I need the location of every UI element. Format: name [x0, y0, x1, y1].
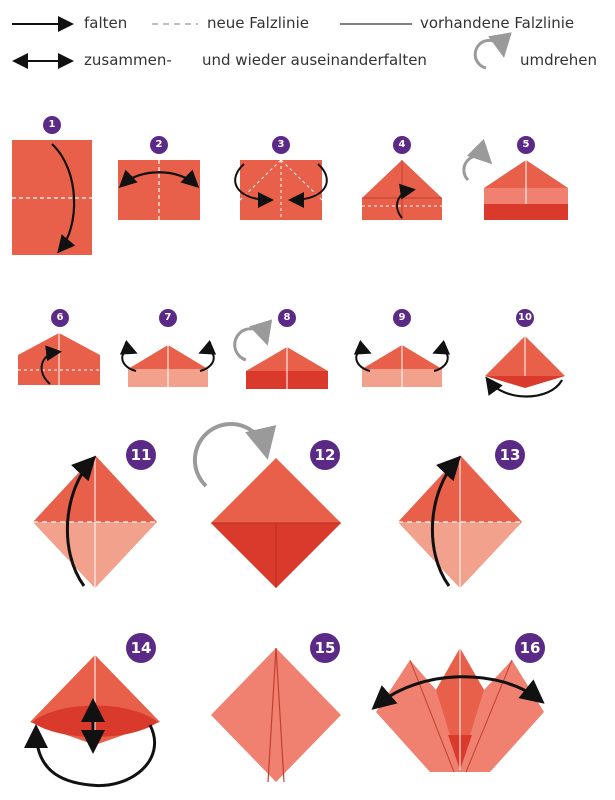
legend-existing-crease-label: vorhandene Falzlinie	[420, 14, 575, 32]
step-12-figure	[192, 422, 341, 588]
step-10-figure	[485, 336, 565, 398]
step-11-figure	[33, 455, 157, 588]
step-9-figure	[353, 339, 451, 387]
step-4-figure	[362, 160, 442, 220]
legend-fold-label: falten	[84, 14, 128, 32]
turn-over-icon	[233, 319, 273, 362]
legend-fold-unfold-label-b: und wieder auseinanderfalten	[202, 51, 427, 69]
step-15-figure	[211, 647, 341, 783]
step-number-badge-9: 9	[393, 309, 411, 327]
step-7-figure	[119, 339, 217, 387]
step-number-badge-11: 11	[126, 440, 156, 470]
legend-graphics	[12, 16, 512, 70]
step-number-badge-5: 5	[517, 136, 535, 154]
step-number-badge-6: 6	[51, 309, 69, 327]
step-number-badge-1: 1	[43, 116, 61, 134]
step-number-badge-13: 13	[495, 440, 525, 470]
legend: falten neue Falzlinie vorhandene Falzlin…	[0, 0, 615, 100]
step-number-badge-7: 7	[159, 309, 177, 327]
step-number-badge-10: 10	[516, 309, 534, 327]
turn-over-icon	[192, 422, 277, 488]
step-14-figure	[24, 655, 160, 788]
turn-over-icon	[462, 138, 493, 182]
turn-over-icon	[473, 32, 512, 70]
step-3-figure	[234, 159, 328, 220]
step-number-badge-4: 4	[393, 136, 411, 154]
legend-new-crease-label: neue Falzlinie	[207, 14, 309, 32]
legend-fold-unfold-label-a: zusammen-	[84, 51, 172, 69]
step-16-figure	[371, 648, 545, 773]
step-5-figure	[462, 138, 568, 220]
step-number-badge-8: 8	[278, 309, 296, 327]
step-number-badge-2: 2	[150, 136, 168, 154]
step-number-badge-12: 12	[310, 440, 340, 470]
step-8-figure	[233, 319, 328, 389]
step-number-badge-15: 15	[310, 633, 340, 663]
step-number-badge-16: 16	[515, 633, 545, 663]
step-2-figure	[118, 160, 200, 220]
step-1-figure	[12, 140, 92, 255]
step-6-figure	[18, 333, 100, 385]
step-13-figure	[398, 455, 522, 588]
step-number-badge-14: 14	[126, 633, 156, 663]
step-number-badge-3: 3	[272, 136, 290, 154]
legend-turn-over-label: umdrehen	[520, 51, 597, 69]
